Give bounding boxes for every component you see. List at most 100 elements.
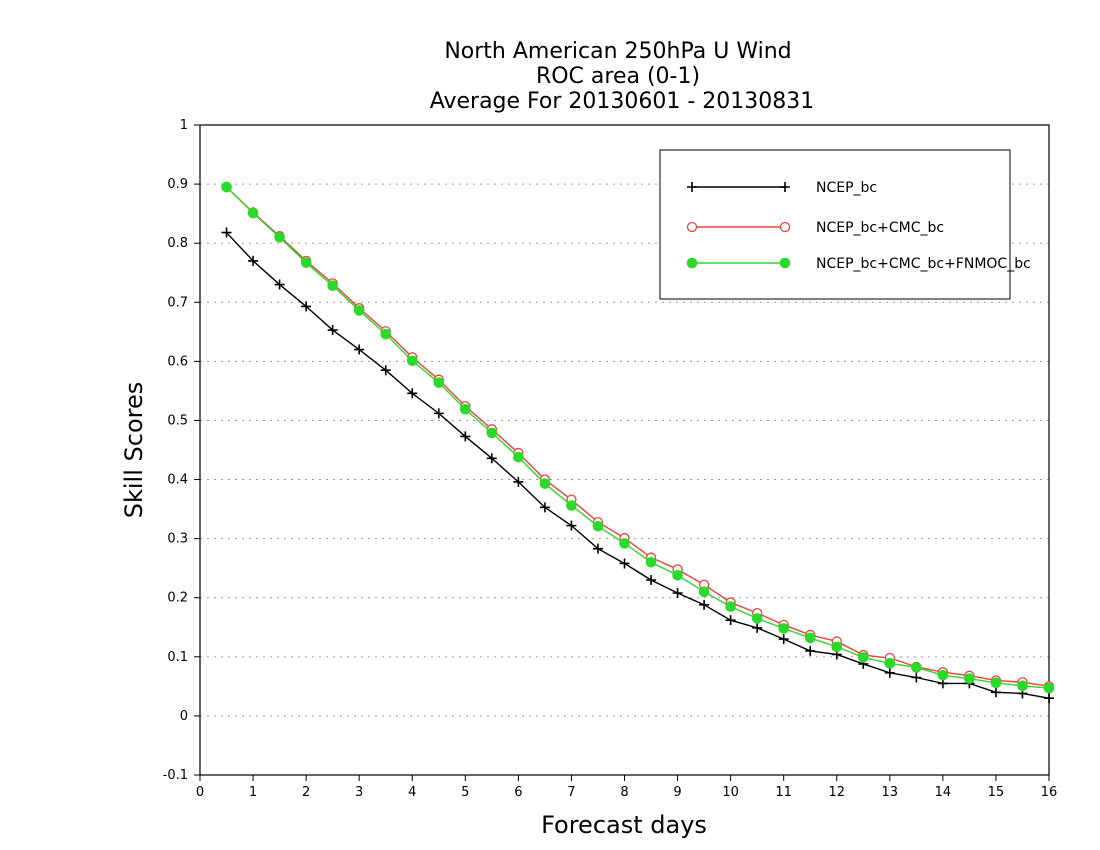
x-tick-label: 2 xyxy=(302,785,310,800)
plus-marker xyxy=(619,558,630,569)
filled-circle-marker xyxy=(804,632,816,644)
plus-marker xyxy=(221,227,232,238)
filled-circle-marker xyxy=(686,257,698,269)
y-axis: -0.1 0 0.1 0.2 0.3 0.4 0.5 0.6 0.7 0.8 0.9 1 xyxy=(163,118,200,783)
filled-circle-marker xyxy=(1043,682,1055,694)
x-tick-label: 3 xyxy=(355,785,363,800)
legend: NCEP_bc NCEP_bc+CMC_bc NCEP_bc+CMC_bc+FNMO… xyxy=(659,149,1031,300)
plus-marker xyxy=(725,615,736,626)
filled-circle-marker xyxy=(990,677,1002,689)
x-tick-label: 7 xyxy=(567,785,575,800)
legend-label: NCEP_bc xyxy=(816,180,877,196)
plus-marker xyxy=(687,182,697,192)
filled-circle-marker xyxy=(1017,680,1028,692)
series-layer xyxy=(221,181,1055,704)
x-tick-label: 9 xyxy=(673,785,681,800)
plus-marker xyxy=(752,622,763,633)
plus-marker xyxy=(1044,693,1054,704)
y-tick-label: 0.2 xyxy=(167,591,188,606)
filled-circle-marker xyxy=(911,662,922,673)
x-tick-label: 16 xyxy=(1041,785,1058,800)
filled-circle-marker xyxy=(884,658,896,669)
filled-circle-marker xyxy=(380,328,392,340)
y-tick-label: -0.1 xyxy=(163,768,188,783)
plus-marker xyxy=(566,520,577,531)
filled-circle-marker xyxy=(778,623,789,634)
x-tick-label: 0 xyxy=(196,785,204,800)
chart-title: North American 250hPa U Wind ROC area (0… xyxy=(430,39,815,114)
legend-item: NCEP_bc xyxy=(687,180,877,196)
y-tick-label: 0.4 xyxy=(167,473,188,488)
filled-circle-marker xyxy=(672,569,683,581)
plus-marker xyxy=(672,588,683,598)
legend-box xyxy=(659,149,1011,300)
filled-circle-marker xyxy=(779,257,791,269)
legend-items: NCEP_bc NCEP_bc+CMC_bc NCEP_bc+CMC_bc+FNMO… xyxy=(686,180,1031,272)
filled-circle-marker xyxy=(698,586,710,598)
x-tick-label: 6 xyxy=(514,785,522,800)
y-tick-label: 0.5 xyxy=(167,413,188,428)
filled-circle-marker xyxy=(247,207,259,219)
filled-circle-marker xyxy=(937,669,949,681)
filled-circle-marker xyxy=(539,478,551,489)
legend-item: NCEP_bc+CMC_bc+FNMOC_bc xyxy=(686,256,1031,272)
x-tick-label: 15 xyxy=(988,785,1005,800)
x-tick-label: 12 xyxy=(828,785,845,800)
x-tick-label: 10 xyxy=(722,785,739,800)
plus-marker xyxy=(592,543,603,554)
filled-circle-marker xyxy=(353,305,365,316)
filled-circle-marker xyxy=(513,451,524,463)
title-line-1: North American 250hPa U Wind xyxy=(444,39,791,64)
filled-circle-marker xyxy=(645,556,657,568)
x-tick-label: 1 xyxy=(249,785,257,800)
filled-circle-marker xyxy=(221,181,232,193)
x-tick-label: 8 xyxy=(620,785,628,800)
plus-marker xyxy=(513,476,524,487)
plus-marker xyxy=(274,279,285,290)
y-tick-label: 0.7 xyxy=(167,295,188,310)
open-circle-marker xyxy=(686,221,698,233)
plus-marker xyxy=(380,365,391,376)
plus-marker xyxy=(486,453,497,464)
filled-circle-marker xyxy=(433,377,445,388)
x-tick-label: 13 xyxy=(882,785,899,800)
title-line-2: ROC area (0-1) xyxy=(536,64,700,89)
y-tick-label: 0 xyxy=(180,709,188,724)
title-line-3: Average For 20130601 - 20130831 xyxy=(430,89,815,114)
filled-circle-marker xyxy=(725,601,736,612)
filled-circle-marker xyxy=(964,673,975,684)
filled-circle-marker xyxy=(592,520,604,532)
gridlines xyxy=(200,183,1049,717)
filled-circle-marker xyxy=(460,403,471,415)
plus-marker xyxy=(407,388,418,399)
filled-circle-marker xyxy=(486,427,498,439)
x-axis-label: Forecast days xyxy=(541,811,707,839)
filled-circle-marker xyxy=(831,641,843,653)
x-axis: 0 1 2 3 4 5 6 7 8 9 10 11 12 13 14 15 16 xyxy=(196,775,1057,800)
y-tick-label: 1 xyxy=(180,118,188,133)
x-tick-label: 5 xyxy=(461,785,469,800)
filled-circle-marker xyxy=(566,500,577,511)
plus-marker xyxy=(248,255,259,266)
y-axis-label: Skill Scores xyxy=(120,382,148,519)
filled-circle-marker xyxy=(406,355,418,367)
plus-marker xyxy=(301,301,312,312)
plus-marker xyxy=(990,687,1001,698)
filled-circle-marker xyxy=(274,231,285,243)
y-tick-label: 0.9 xyxy=(167,177,188,192)
plus-marker xyxy=(778,634,789,645)
y-tick-label: 0.6 xyxy=(167,354,188,369)
series-3 xyxy=(221,181,1055,694)
plus-marker xyxy=(884,667,895,678)
plus-marker xyxy=(539,502,550,513)
x-tick-label: 14 xyxy=(935,785,952,800)
legend-item: NCEP_bc+CMC_bc xyxy=(686,220,944,236)
y-tick-label: 0.1 xyxy=(167,650,188,665)
filled-circle-marker xyxy=(619,538,630,549)
plus-marker xyxy=(354,344,365,355)
y-tick-label: 0.8 xyxy=(167,236,188,251)
plus-marker xyxy=(805,645,816,656)
y-tick-label: 0.3 xyxy=(167,532,188,547)
filled-circle-marker xyxy=(300,257,312,268)
